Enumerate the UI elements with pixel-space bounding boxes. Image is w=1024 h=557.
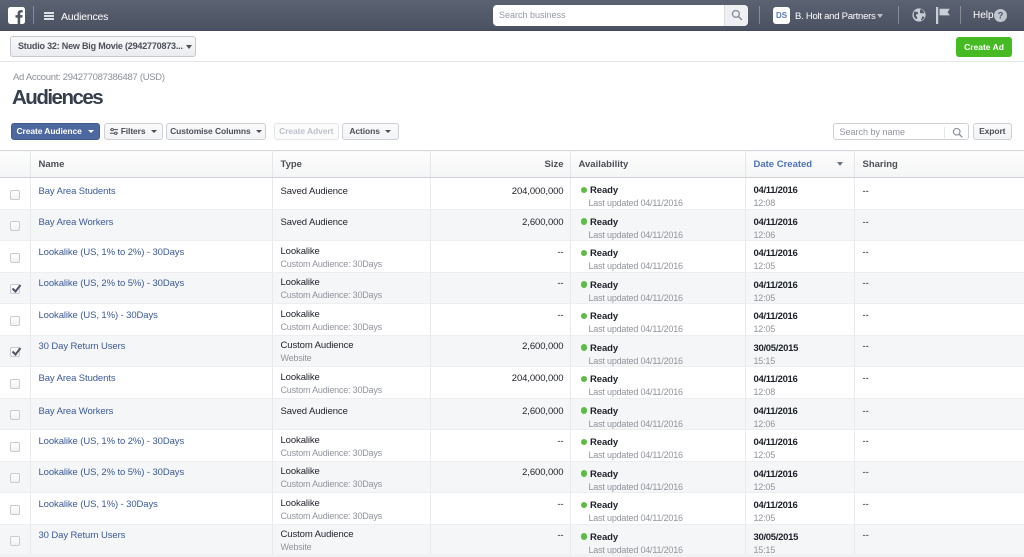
svg-text:?: ? — [998, 11, 1004, 21]
